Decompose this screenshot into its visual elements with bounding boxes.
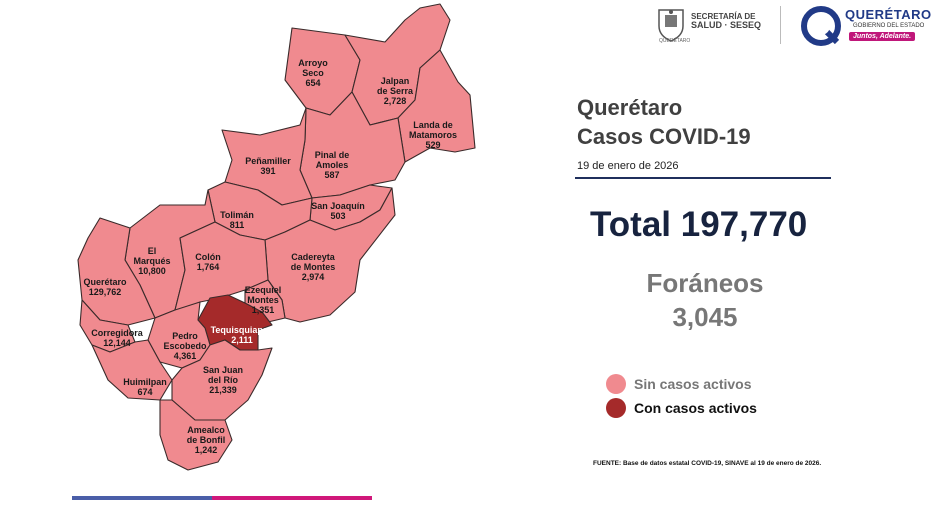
municipality-landa[interactable] [397, 49, 476, 163]
municipality-san-juan[interactable] [171, 339, 273, 421]
legend-label-active: Con casos activos [634, 400, 757, 416]
municipality-map-svg [77, 3, 476, 471]
label-san-joaquin: San Joaquín 503 [311, 201, 365, 221]
date-underline [575, 177, 831, 179]
gov-slogan: Juntos, Adelante. [849, 32, 916, 41]
state-seal-icon [658, 9, 684, 42]
municipality-penamiller[interactable] [221, 107, 313, 206]
page-title: Querétaro [577, 95, 683, 120]
report-date: 19 de enero de 2026 [577, 160, 679, 172]
legend-label-inactive: Sin casos activos [634, 376, 752, 392]
label-amealco: Amealco de Bonfil 1,242 [186, 425, 226, 455]
salud-state-label: QUERÉTARO [659, 38, 691, 44]
legend-swatch-inactive [606, 374, 626, 394]
label-queretaro: Querétaro 129,762 [83, 277, 127, 297]
label-jalpan: Jalpan de Serra 2,728 [376, 76, 414, 106]
label-arroyo-seco: Arroyo Seco 654 [298, 58, 328, 88]
label-san-juan: San Juan del Río 21,339 [202, 365, 244, 395]
label-corregidora: Corregidora 12,144 [91, 328, 143, 348]
header-logos: SECRETARÍA DE SALUD · SESEQ QUERÉTARO QUE… [655, 4, 945, 46]
label-cadereyta: Cadereyta de Montes 2,974 [290, 252, 336, 282]
page-subtitle: Casos COVID-19 [577, 124, 751, 149]
bottom-bar-pink [212, 496, 372, 500]
foraneos-label: Foráneos [646, 268, 764, 298]
total-cases: Total 197,770 [590, 205, 808, 244]
legend-swatch-active [606, 398, 626, 418]
municipality-huimilpan[interactable] [91, 339, 173, 401]
label-toliman: Tolimán 811 [220, 210, 254, 230]
label-penamiller: Peñamiller 391 [245, 156, 291, 176]
gov-title: QUERÉTARO [845, 7, 932, 22]
label-huimilpan: Huimilpan 674 [123, 377, 167, 397]
logo-divider [780, 6, 781, 44]
label-tequisquiapan: Tequisquiapan 2,111 [210, 325, 274, 345]
gov-subtitle: GOBIERNO DEL ESTADO [853, 23, 925, 29]
state-map: Arroyo Seco 654 Jalpan de Serra 2,728 Land… [77, 3, 476, 471]
source-footer: FUENTE: Base de datos estatal COVID-19, … [593, 460, 822, 467]
bottom-bar-blue [72, 496, 212, 500]
label-ezequiel: Ezequiel Montes 1,351 [244, 285, 282, 315]
queretaro-logo-icon [801, 6, 841, 46]
label-colon: Colón 1,764 [195, 252, 221, 272]
salud-logo-text: SECRETARÍA DE SALUD · SESEQ [691, 12, 762, 30]
bottom-color-bar [72, 496, 372, 500]
label-pinal: Pinal de Amoles 587 [314, 150, 350, 180]
label-pedro-escobedo: Pedro Escobedo 4,361 [163, 331, 207, 361]
foraneos-value: 3,045 [672, 302, 738, 332]
label-el-marques: El Marqués 10,800 [133, 246, 171, 276]
municipality-amealco[interactable] [159, 399, 233, 471]
label-landa: Landa de Matamoros 529 [408, 120, 458, 150]
